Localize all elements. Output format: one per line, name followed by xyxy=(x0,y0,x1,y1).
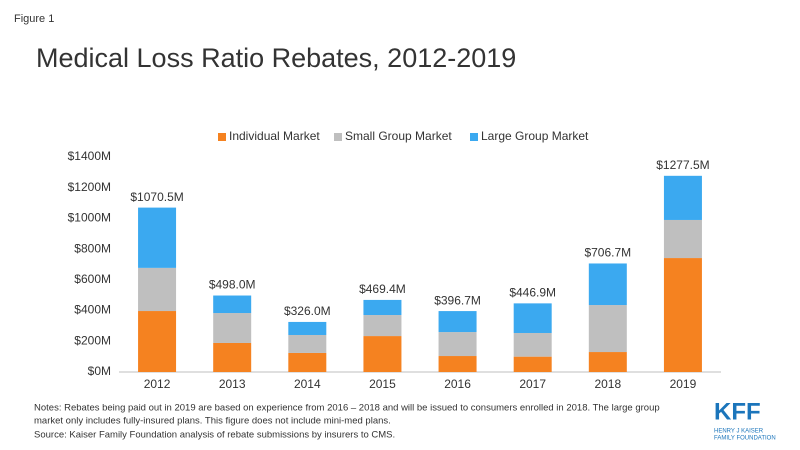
logo-text: FAMILY FOUNDATION xyxy=(714,436,776,442)
total-label: $469.4M xyxy=(359,282,406,296)
x-tick-label: 2019 xyxy=(670,377,697,391)
y-tick-label: $400M xyxy=(74,303,111,317)
bar-segment xyxy=(588,305,627,353)
bar-segment xyxy=(513,303,552,333)
bar-segment xyxy=(138,267,177,312)
bar-segment xyxy=(288,321,327,335)
total-label: $706.7M xyxy=(584,246,631,260)
y-tick-label: $1400M xyxy=(68,149,111,163)
bar-segment xyxy=(663,258,702,372)
total-label: $1277.5M xyxy=(656,158,709,172)
bar-segment xyxy=(513,332,552,357)
logo-text: HENRY J KAISER xyxy=(714,429,764,435)
x-tick-label: 2013 xyxy=(219,377,246,391)
legend-swatch xyxy=(470,133,478,141)
notes-line: Notes: Rebates being paid out in 2019 ar… xyxy=(34,403,660,414)
total-label: $396.7M xyxy=(434,293,481,307)
notes-line: market only includes fully-insured plans… xyxy=(34,416,391,427)
total-label: $446.9M xyxy=(509,286,556,300)
bar-segment xyxy=(663,175,702,220)
bar-segment xyxy=(213,313,252,343)
figure-label: Figure 1 xyxy=(14,13,54,25)
x-tick-label: 2016 xyxy=(444,377,471,391)
legend-label: Small Group Market xyxy=(345,129,452,143)
x-tick-label: 2018 xyxy=(594,377,621,391)
chart-title: Medical Loss Ratio Rebates, 2012-2019 xyxy=(36,43,516,73)
total-label: $1070.5M xyxy=(130,190,183,204)
x-tick-label: 2015 xyxy=(369,377,396,391)
bar-segment xyxy=(663,219,702,259)
bar-segment xyxy=(513,356,552,372)
bar-segment xyxy=(588,352,627,372)
bar-segment xyxy=(438,332,477,357)
bar-segment xyxy=(363,315,402,337)
bar-segment xyxy=(213,342,252,372)
bar-segment xyxy=(138,207,177,268)
legend-label: Individual Market xyxy=(229,129,320,143)
bar-segment xyxy=(213,295,252,314)
bar-segment xyxy=(288,352,327,372)
bar-segment xyxy=(138,311,177,372)
y-tick-label: $1200M xyxy=(68,180,111,194)
legend-swatch xyxy=(334,133,342,141)
y-tick-label: $1000M xyxy=(68,211,111,225)
y-tick-label: $200M xyxy=(74,333,111,347)
bar-segment xyxy=(438,356,477,372)
bar-segment xyxy=(588,263,627,306)
bar-segment xyxy=(363,336,402,372)
y-tick-label: $0M xyxy=(88,364,111,378)
legend-label: Large Group Market xyxy=(481,129,589,143)
y-tick-label: $800M xyxy=(74,241,111,255)
logo-mark: KFF xyxy=(714,398,761,425)
x-tick-label: 2014 xyxy=(294,377,321,391)
legend-swatch xyxy=(218,133,226,141)
source: Source: Kaiser Family Foundation analysi… xyxy=(34,430,395,441)
x-tick-label: 2017 xyxy=(519,377,546,391)
total-label: $498.0M xyxy=(209,278,256,292)
bar-segment xyxy=(363,299,402,316)
bar-segment xyxy=(288,334,327,353)
total-label: $326.0M xyxy=(284,304,331,318)
bar-segment xyxy=(438,311,477,333)
y-tick-label: $600M xyxy=(74,272,111,286)
x-tick-label: 2012 xyxy=(144,377,171,391)
